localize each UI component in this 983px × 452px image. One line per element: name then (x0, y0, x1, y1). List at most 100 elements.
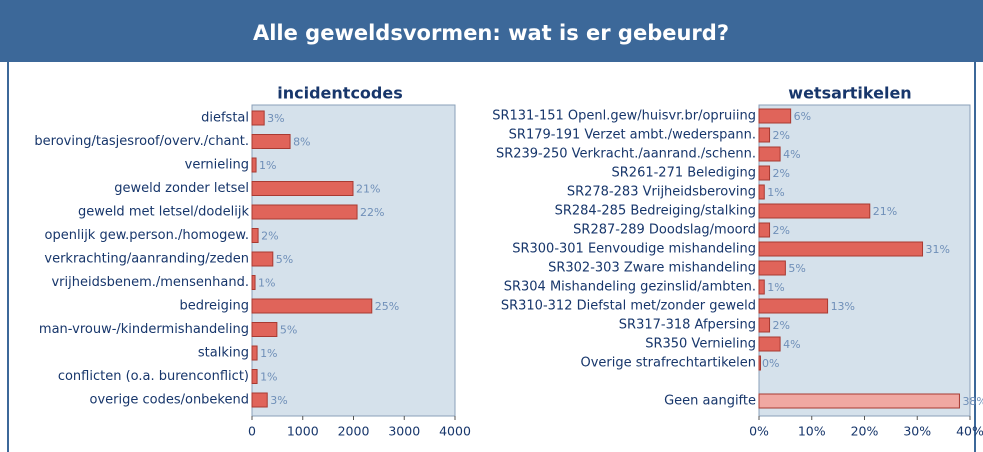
category-label: SR287-289 Doodslag/moord (573, 223, 756, 238)
chart-title: incidentcodes (277, 84, 403, 103)
bar (758, 203, 871, 219)
value-label: 2% (773, 129, 790, 142)
header (0, 0, 983, 62)
bar (758, 108, 792, 124)
bar (758, 317, 771, 333)
category-label: bedreiging (179, 299, 249, 314)
category-label: SR261-271 Belediging (612, 166, 756, 181)
value-label: 2% (773, 319, 790, 332)
bar (758, 393, 960, 409)
value-label: 31% (926, 243, 950, 256)
value-label: 25% (375, 300, 399, 313)
bar (758, 279, 765, 295)
value-label: 8% (293, 136, 310, 149)
chart-title: wetsartikelen (788, 84, 911, 103)
category-label: SR304 Mishandeling gezinslid/ambten. (504, 280, 756, 295)
bar (251, 134, 291, 149)
value-label: 2% (773, 167, 790, 180)
bar (758, 241, 924, 257)
bar (251, 275, 256, 290)
value-label: 21% (873, 205, 897, 218)
bar (251, 369, 258, 384)
value-label: 3% (267, 112, 284, 125)
bar (758, 260, 786, 276)
category-label: stalking (198, 346, 249, 361)
bar (251, 204, 358, 220)
category-label: geweld met letsel/dodelijk (78, 205, 250, 220)
x-tick-label: 3000 (388, 424, 420, 439)
value-label: 1% (767, 281, 784, 294)
category-label: SR179-191 Verzet ambt./wederspann. (509, 128, 756, 143)
x-tick-label: 4000 (439, 424, 471, 439)
page-title: Alle geweldsvormen: wat is er gebeurd? (253, 21, 729, 45)
bar (251, 251, 274, 267)
category-label: conflicten (o.a. burenconflict) (58, 369, 249, 384)
bar (758, 184, 765, 200)
category-label: Overige strafrechtartikelen (581, 356, 757, 371)
bar (251, 157, 257, 173)
x-tick-label: 1000 (287, 424, 319, 439)
category-label: SR300-301 Eenvoudige mishandeling (512, 242, 756, 257)
value-label: 5% (276, 253, 293, 266)
category-label: SR239-250 Verkracht./aanrand./schenn. (496, 147, 756, 162)
value-label: 22% (360, 206, 384, 219)
value-label: 1% (259, 159, 276, 172)
category-label: vrijheidsbenem./mensenhand. (51, 275, 249, 290)
bar (758, 146, 781, 162)
bar (758, 165, 771, 181)
bar (758, 127, 771, 143)
category-label: SR302-303 Zware mishandeling (548, 261, 756, 276)
plot-area (251, 104, 456, 417)
category-label: openlijk gew.person./homogew. (45, 228, 249, 243)
category-label: overige codes/onbekend (90, 393, 250, 408)
category-label: diefstal (201, 111, 249, 126)
bar (758, 355, 761, 371)
category-label: Geen aangifte (664, 394, 756, 409)
value-label: 4% (783, 338, 800, 351)
x-tick-label: 40% (956, 424, 983, 439)
value-label: 38% (962, 395, 983, 408)
value-label: 2% (261, 230, 278, 243)
bar (251, 392, 268, 408)
bar (251, 345, 258, 361)
value-label: 1% (260, 371, 277, 384)
category-label: SR131-151 Openl.gew/huisvr.br/opruiing (492, 109, 756, 124)
x-tick-label: 0% (749, 424, 769, 439)
category-label: beroving/tasjesroof/overv./chant. (34, 134, 249, 149)
value-label: 1% (767, 186, 784, 199)
value-label: 2% (773, 224, 790, 237)
bar (251, 228, 259, 243)
x-tick-label: 10% (798, 424, 826, 439)
category-label: SR317-318 Afpersing (619, 318, 756, 333)
value-label: 1% (260, 347, 277, 360)
value-label: 21% (356, 183, 380, 196)
bar (251, 322, 278, 337)
value-label: 5% (788, 262, 805, 275)
category-label: SR350 Vernieling (645, 337, 756, 352)
value-label: 4% (783, 148, 800, 161)
x-tick-label: 2000 (338, 424, 370, 439)
value-label: 3% (270, 394, 287, 407)
category-label: SR278-283 Vrijheidsberoving (567, 185, 756, 200)
x-tick-label: 20% (851, 424, 879, 439)
x-tick-label: 0 (248, 424, 256, 439)
value-label: 13% (831, 300, 855, 313)
category-label: geweld zonder letsel (114, 181, 249, 196)
value-label: 1% (258, 277, 275, 290)
bar (251, 298, 373, 314)
category-label: SR310-312 Diefstal met/zonder geweld (501, 299, 756, 314)
value-label: 5% (280, 324, 297, 337)
value-label: 0% (762, 357, 779, 370)
category-label: SR284-285 Bedreiging/stalking (555, 204, 756, 219)
x-tick-label: 30% (903, 424, 931, 439)
bar (758, 222, 771, 238)
bar (758, 298, 829, 314)
bar (251, 110, 265, 126)
value-label: 6% (794, 110, 811, 123)
category-label: verkrachting/aanranding/zeden (44, 252, 249, 267)
bar (251, 181, 354, 196)
bar (758, 336, 781, 352)
category-label: vernieling (185, 158, 249, 173)
category-label: man-vrouw-/kindermishandeling (39, 322, 249, 337)
